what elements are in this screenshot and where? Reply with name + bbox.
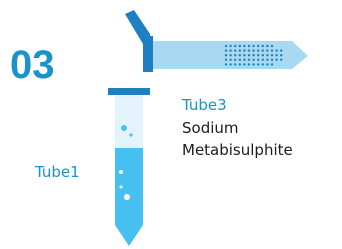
dot	[271, 59, 273, 61]
dot	[257, 49, 259, 51]
dot	[262, 54, 264, 56]
dot	[243, 54, 245, 56]
dot	[262, 49, 264, 51]
dot	[229, 49, 231, 51]
dot	[266, 63, 268, 65]
dot	[239, 59, 241, 61]
dot	[257, 59, 259, 61]
dot	[262, 63, 264, 65]
dot	[229, 59, 231, 61]
dot	[239, 45, 241, 47]
step-number: 03	[10, 43, 55, 87]
dot	[252, 49, 254, 51]
dot	[225, 59, 227, 61]
dot	[229, 54, 231, 56]
tube-horizontal	[125, 10, 308, 72]
dot	[239, 63, 241, 65]
dot	[225, 49, 227, 51]
tube-vertical	[108, 88, 150, 246]
dot	[243, 49, 245, 51]
dot	[271, 54, 273, 56]
dot	[248, 54, 250, 56]
dot	[229, 63, 231, 65]
dot	[257, 63, 259, 65]
dot	[234, 54, 236, 56]
dot	[234, 49, 236, 51]
dot	[234, 63, 236, 65]
dot	[271, 63, 273, 65]
dot	[257, 45, 259, 47]
dot	[239, 49, 241, 51]
dot	[243, 59, 245, 61]
tube-cap	[108, 88, 150, 95]
bubble	[119, 170, 123, 174]
dot	[252, 54, 254, 56]
dot	[266, 45, 268, 47]
dot	[266, 54, 268, 56]
dot	[248, 49, 250, 51]
dot	[225, 45, 227, 47]
dot	[243, 45, 245, 47]
tube-label: Tube1	[34, 163, 80, 181]
page: 03 Tube3 Sodium Metabisulphite Tube1 (()…	[0, 0, 342, 249]
dot	[243, 63, 245, 65]
tube-contents: Sodium	[182, 119, 239, 137]
dot	[225, 63, 227, 65]
dot	[275, 59, 277, 61]
dot	[280, 54, 282, 56]
dot	[275, 49, 277, 51]
dot	[266, 59, 268, 61]
dot	[271, 45, 273, 47]
bubble	[121, 125, 127, 131]
dot	[257, 54, 259, 56]
dot	[280, 59, 282, 61]
dot	[262, 45, 264, 47]
dot	[252, 63, 254, 65]
tube-cap	[143, 36, 153, 72]
bubble	[120, 186, 123, 189]
tube-label: Tube3	[181, 96, 227, 114]
dot	[275, 54, 277, 56]
dot	[239, 54, 241, 56]
dot	[280, 49, 282, 51]
dot	[271, 49, 273, 51]
dot	[248, 63, 250, 65]
dot	[229, 45, 231, 47]
bubble	[129, 133, 132, 136]
dot	[234, 45, 236, 47]
dot	[262, 59, 264, 61]
dot	[252, 59, 254, 61]
tube-contents: Metabisulphite	[182, 141, 293, 159]
bubble	[124, 194, 130, 200]
diagram: 03 Tube3 Sodium Metabisulphite Tube1	[0, 0, 342, 249]
dot	[252, 45, 254, 47]
dot	[248, 45, 250, 47]
dot	[225, 54, 227, 56]
dot	[234, 59, 236, 61]
dot	[266, 49, 268, 51]
dot	[248, 59, 250, 61]
